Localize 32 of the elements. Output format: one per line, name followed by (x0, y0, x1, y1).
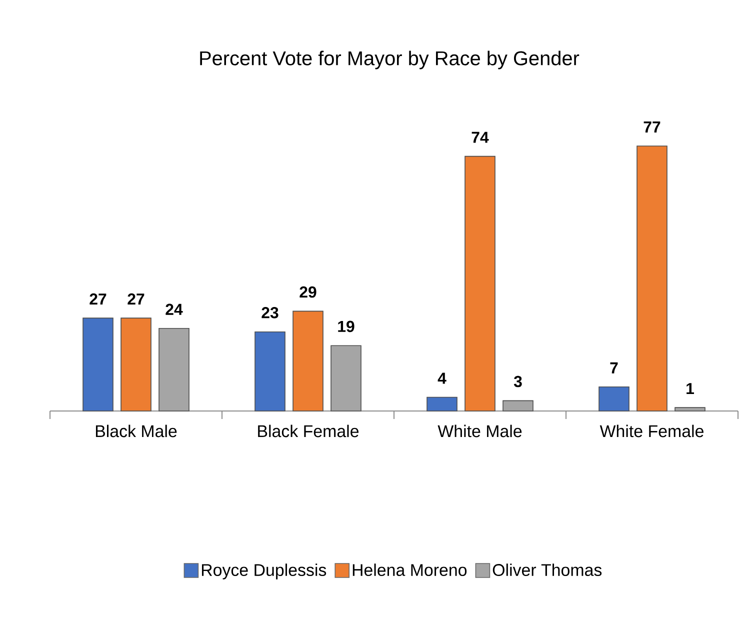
data-label: 3 (514, 376, 522, 388)
bar (464, 156, 496, 412)
data-label: 24 (166, 304, 183, 315)
data-label: 19 (338, 320, 354, 332)
bar (330, 345, 362, 412)
bar (292, 310, 324, 412)
bar (82, 318, 114, 412)
x-tick-label: Black Male (96, 424, 177, 438)
x-tick-label: White Female (600, 424, 704, 438)
bar (674, 407, 706, 412)
data-label: 23 (262, 307, 278, 318)
data-label: 74 (472, 132, 489, 143)
legend-label: Helena Moreno (352, 564, 467, 576)
data-label: 77 (644, 122, 660, 132)
data-label: 29 (300, 286, 316, 298)
data-label: 4 (438, 372, 446, 384)
data-label: 7 (610, 362, 618, 374)
bar (598, 386, 630, 412)
data-label: 1 (686, 383, 694, 394)
data-label: 27 (128, 293, 144, 305)
legend-label: Royce Duplessis (202, 564, 326, 580)
x-tick-label: Black Female (258, 424, 359, 438)
bar (158, 328, 190, 412)
data-label: 27 (90, 293, 106, 305)
bar (502, 400, 534, 412)
x-tick-label: White Male (438, 424, 522, 438)
bar (426, 396, 458, 412)
chart-title: Percent Vote for Mayor by Race by Gender (200, 50, 580, 70)
bar (636, 146, 668, 412)
bar (254, 331, 286, 412)
bar (120, 318, 152, 412)
legend-label: Oliver Thomas (492, 564, 602, 576)
